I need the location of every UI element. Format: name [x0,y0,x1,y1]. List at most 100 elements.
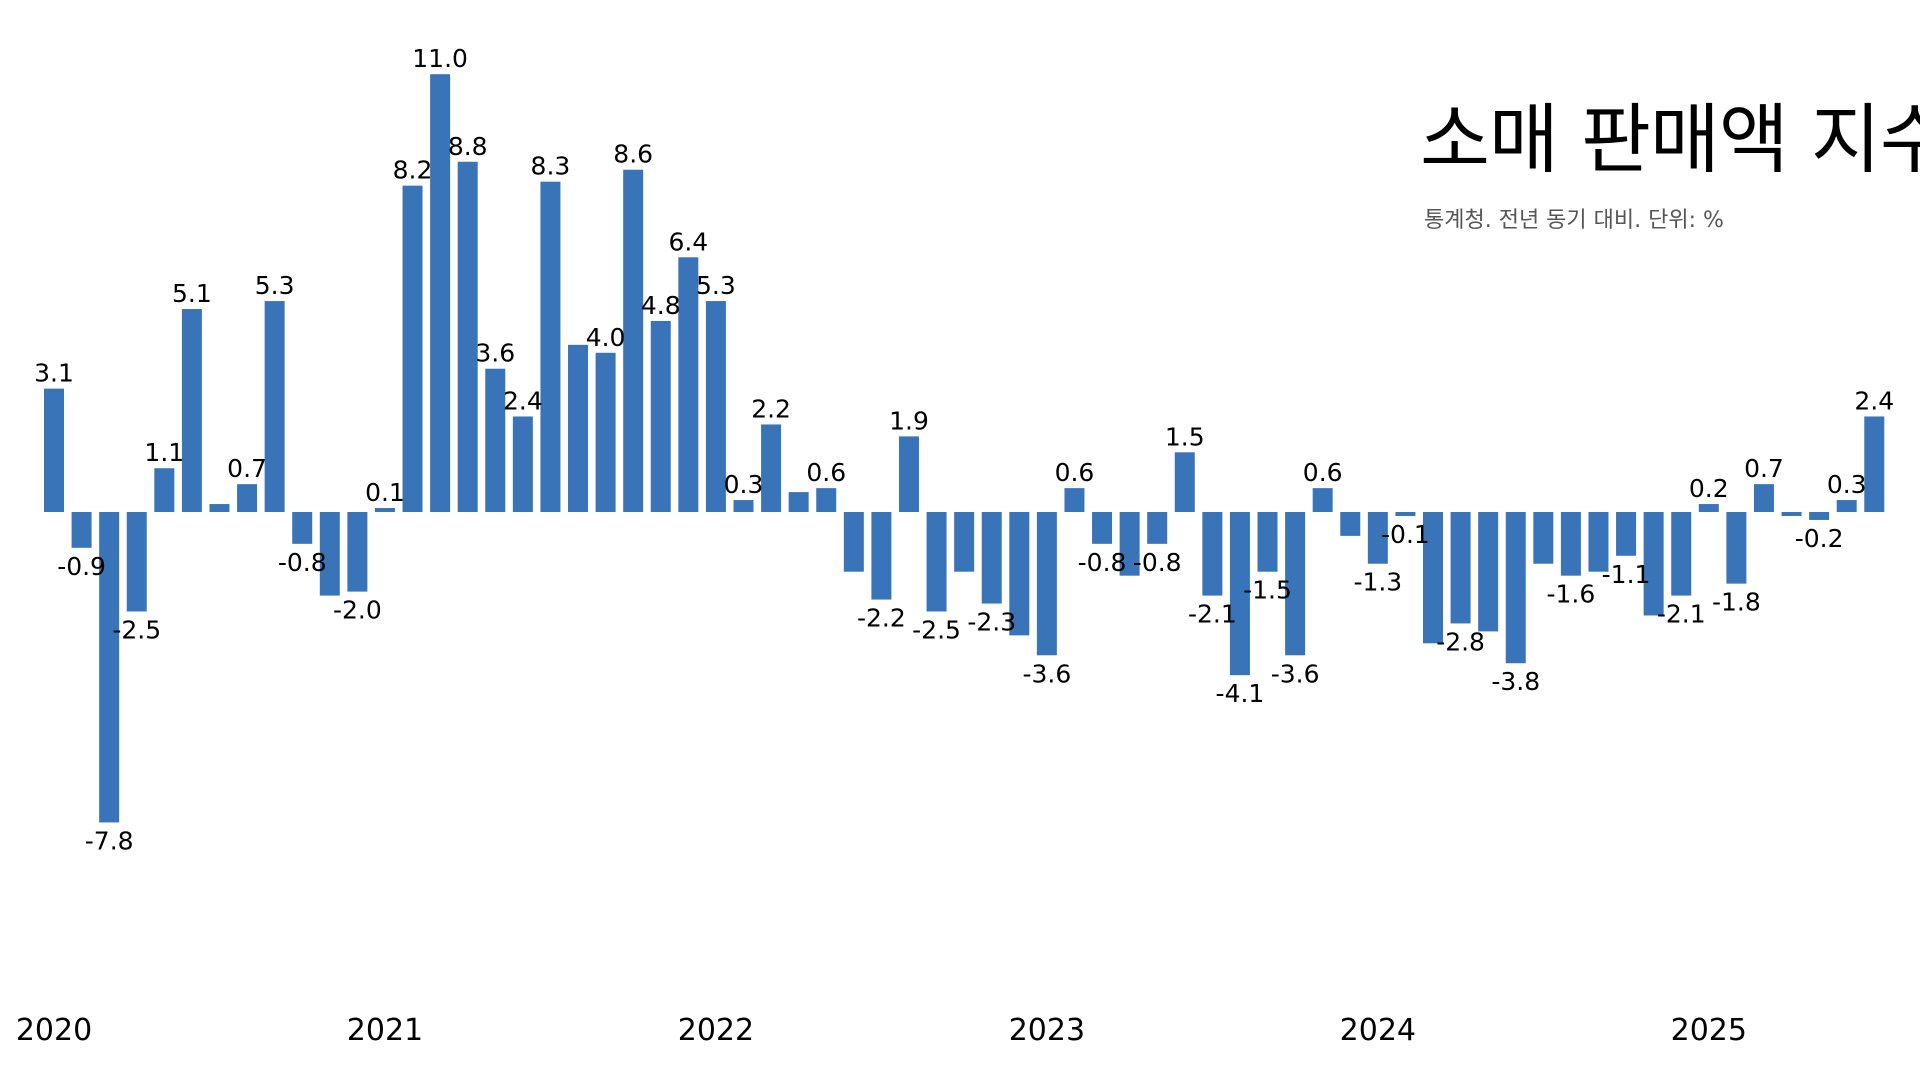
chart-title: 소매 판매액 지수. [1420,95,1920,184]
value-label: -2.0 [333,596,382,625]
bar [71,512,92,548]
bar [843,512,864,572]
bar [678,257,699,512]
bar [816,488,837,512]
value-label: -3.6 [1022,659,1071,688]
value-label: -2.8 [1436,627,1485,656]
bar [99,512,120,823]
value-label: -0.8 [1078,548,1127,577]
value-label: 11.0 [412,44,468,73]
bar [1395,512,1416,516]
bar [595,352,616,512]
value-label: 0.6 [1303,458,1343,487]
value-label: -3.6 [1271,659,1320,688]
value-label: -2.1 [1188,600,1237,629]
value-label: -1.6 [1547,580,1596,609]
bar [126,512,147,612]
bar [568,344,589,512]
value-label: -4.1 [1216,679,1265,708]
bar [871,512,892,600]
bar [926,512,947,612]
value-label: -2.5 [912,616,961,645]
bar [1560,512,1581,576]
value-label: 6.4 [668,227,708,256]
bar [1423,512,1443,644]
value-label: -2.5 [112,616,161,645]
bar [733,500,754,512]
value-label: -0.8 [1133,548,1182,577]
x-tick-label: 2025 [1671,1013,1747,1048]
bar [898,436,919,512]
value-label: -3.8 [1491,667,1540,696]
value-label: -2.2 [857,604,906,633]
value-label: -1.5 [1243,576,1292,605]
value-label: 0.7 [227,454,267,483]
bar [292,512,313,544]
value-labels-group: 3.1-0.9-7.8-2.51.15.10.75.3-0.8-2.00.18.… [34,44,1894,855]
x-tick-label: 2020 [16,1013,92,1048]
bar [1147,512,1168,544]
value-label: -2.3 [967,608,1016,637]
bar [1229,512,1250,676]
bar [1367,512,1388,564]
value-label: -1.1 [1602,560,1651,589]
bar [1836,500,1857,512]
title-block: 소매 판매액 지수. 통계청. 전년 동기 대비. 단위: % [1420,78,1920,234]
bar [1174,452,1195,512]
x-tick-label: 2021 [347,1013,423,1048]
value-label: 4.8 [641,291,681,320]
bar [512,416,533,512]
bar [1478,512,1499,632]
value-label: 1.5 [1165,422,1205,451]
bar [1009,512,1030,636]
value-label: 5.3 [696,271,736,300]
bar [374,508,395,512]
bar [1809,512,1830,520]
bar [402,185,423,512]
value-label: -1.8 [1712,588,1761,617]
bar [1671,512,1692,596]
value-label: 2.2 [751,394,791,423]
value-label: 0.1 [365,478,405,507]
bar [264,301,285,512]
value-label: 8.2 [393,156,433,185]
bar [788,492,809,512]
bar [981,512,1002,604]
value-label: 2.4 [503,386,543,415]
bar [1505,512,1526,664]
bar [237,484,258,512]
bar [1588,512,1609,572]
value-label: 0.6 [806,458,846,487]
value-label: 2.4 [1854,386,1894,415]
chart-subtitle: 통계청. 전년 동기 대비. 단위: % [1424,208,1724,233]
bar [1533,512,1554,564]
bar [44,388,64,512]
bar [209,504,230,512]
bar [347,512,368,592]
bar [650,320,671,512]
bar [705,301,726,512]
bar [540,181,561,512]
bar [1036,512,1057,656]
bar [1450,512,1471,624]
bar [430,74,451,512]
value-label: 4.0 [586,323,626,352]
value-label: -0.2 [1795,524,1844,553]
bar [1202,512,1223,596]
value-label: 3.6 [475,339,515,368]
bar [485,368,506,512]
bar [1064,488,1085,512]
value-label: -1.3 [1353,568,1402,597]
bar [1092,512,1113,544]
bar [154,468,175,512]
value-label: -2.1 [1657,600,1706,629]
bar [1781,512,1802,516]
x-axis-year-labels: 2020 2021 2022 2023 2024 2025 [16,1013,1747,1048]
value-label: 3.1 [34,359,74,388]
value-label: 0.3 [1827,470,1867,499]
bar [1616,512,1637,556]
bar [1726,512,1747,584]
bar [319,512,340,596]
bar [1864,416,1885,512]
